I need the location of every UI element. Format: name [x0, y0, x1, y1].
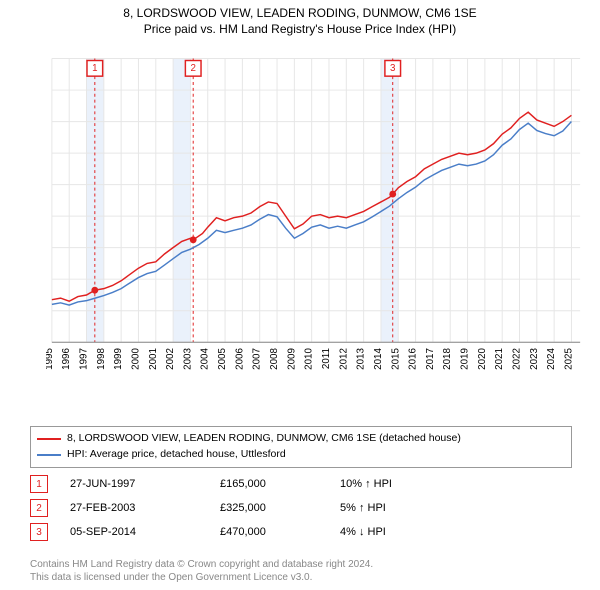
- legend-box: 8, LORDSWOOD VIEW, LEADEN RODING, DUNMOW…: [30, 426, 572, 468]
- svg-text:2006: 2006: [234, 348, 245, 370]
- sale-delta: 4% ↓ HPI: [340, 526, 460, 538]
- svg-text:2010: 2010: [304, 348, 315, 370]
- sale-marker-3: 3: [30, 523, 48, 541]
- chart-area: £0£100K£200K£300K£400K£500K£600K£700K£80…: [46, 52, 586, 384]
- svg-text:2016: 2016: [408, 348, 419, 370]
- sales-table: 1 27-JUN-1997 £165,000 10% ↑ HPI 2 27-FE…: [30, 472, 572, 544]
- svg-text:2019: 2019: [460, 348, 471, 370]
- sale-row: 3 05-SEP-2014 £470,000 4% ↓ HPI: [30, 520, 572, 544]
- svg-text:2018: 2018: [442, 348, 453, 370]
- svg-text:1: 1: [92, 63, 97, 74]
- svg-text:2002: 2002: [165, 348, 176, 370]
- svg-text:2024: 2024: [546, 348, 557, 370]
- footer-line2: This data is licensed under the Open Gov…: [30, 571, 572, 584]
- sale-row: 1 27-JUN-1997 £165,000 10% ↑ HPI: [30, 472, 572, 496]
- svg-text:3: 3: [390, 63, 395, 74]
- legend-row-property: 8, LORDSWOOD VIEW, LEADEN RODING, DUNMOW…: [37, 431, 565, 447]
- svg-text:2003: 2003: [182, 348, 193, 370]
- legend-label-property: 8, LORDSWOOD VIEW, LEADEN RODING, DUNMOW…: [67, 431, 461, 447]
- svg-text:1996: 1996: [61, 348, 72, 370]
- svg-text:1995: 1995: [46, 348, 55, 370]
- sale-price: £165,000: [220, 478, 340, 490]
- svg-text:2025: 2025: [563, 348, 574, 370]
- svg-text:2012: 2012: [338, 348, 349, 370]
- svg-text:1997: 1997: [79, 348, 90, 370]
- svg-text:2011: 2011: [321, 348, 332, 369]
- svg-text:1998: 1998: [96, 348, 107, 370]
- svg-text:2015: 2015: [390, 348, 401, 370]
- svg-text:2020: 2020: [477, 348, 488, 370]
- sale-marker-1: 1: [30, 475, 48, 493]
- price-chart-svg: £0£100K£200K£300K£400K£500K£600K£700K£80…: [46, 52, 586, 384]
- svg-text:2005: 2005: [217, 348, 228, 370]
- svg-text:2004: 2004: [200, 348, 211, 370]
- svg-text:2: 2: [190, 63, 195, 74]
- title-address: 8, LORDSWOOD VIEW, LEADEN RODING, DUNMOW…: [0, 6, 600, 20]
- svg-text:2000: 2000: [130, 348, 141, 370]
- sale-delta: 5% ↑ HPI: [340, 502, 460, 514]
- legend-label-hpi: HPI: Average price, detached house, Uttl…: [67, 447, 286, 463]
- svg-text:2008: 2008: [269, 348, 280, 370]
- svg-text:2023: 2023: [529, 348, 540, 370]
- price-chart-container: { "title_line1": "8, LORDSWOOD VIEW, LEA…: [0, 0, 600, 590]
- footer-attribution: Contains HM Land Registry data © Crown c…: [30, 558, 572, 584]
- sale-date: 05-SEP-2014: [70, 526, 220, 538]
- sale-date: 27-JUN-1997: [70, 478, 220, 490]
- legend-swatch-hpi: [37, 454, 61, 456]
- svg-text:2013: 2013: [356, 348, 367, 370]
- sale-marker-2: 2: [30, 499, 48, 517]
- title-block: 8, LORDSWOOD VIEW, LEADEN RODING, DUNMOW…: [0, 0, 600, 36]
- sale-row: 2 27-FEB-2003 £325,000 5% ↑ HPI: [30, 496, 572, 520]
- title-subtitle: Price paid vs. HM Land Registry's House …: [0, 22, 600, 36]
- svg-text:2022: 2022: [512, 348, 523, 370]
- sale-date: 27-FEB-2003: [70, 502, 220, 514]
- svg-text:2009: 2009: [286, 348, 297, 370]
- svg-text:2007: 2007: [252, 348, 263, 370]
- sale-delta: 10% ↑ HPI: [340, 478, 460, 490]
- svg-text:2021: 2021: [494, 348, 505, 370]
- svg-text:2014: 2014: [373, 348, 384, 370]
- footer-line1: Contains HM Land Registry data © Crown c…: [30, 558, 572, 571]
- legend-swatch-property: [37, 438, 61, 440]
- legend-row-hpi: HPI: Average price, detached house, Uttl…: [37, 447, 565, 463]
- sale-price: £470,000: [220, 526, 340, 538]
- svg-text:1999: 1999: [113, 348, 124, 370]
- sale-price: £325,000: [220, 502, 340, 514]
- svg-text:2017: 2017: [425, 348, 436, 370]
- svg-text:2001: 2001: [148, 348, 159, 370]
